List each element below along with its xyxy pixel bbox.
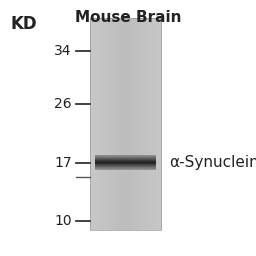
- Text: Mouse Brain: Mouse Brain: [75, 10, 181, 25]
- Bar: [95, 158, 156, 159]
- Bar: [92, 18, 93, 230]
- Bar: [103, 18, 104, 230]
- Bar: [153, 18, 154, 230]
- Bar: [122, 18, 123, 230]
- Bar: [95, 169, 156, 170]
- Bar: [95, 168, 156, 169]
- Bar: [145, 18, 146, 230]
- Bar: [95, 160, 156, 161]
- Bar: [95, 165, 156, 166]
- Bar: [117, 18, 119, 230]
- Bar: [95, 164, 156, 165]
- Bar: [91, 18, 92, 230]
- Bar: [141, 18, 142, 230]
- Bar: [111, 18, 113, 230]
- Bar: [133, 18, 134, 230]
- Bar: [129, 18, 131, 230]
- Bar: [115, 18, 116, 230]
- Bar: [90, 18, 91, 230]
- Bar: [95, 161, 156, 162]
- Bar: [112, 18, 114, 230]
- Bar: [106, 18, 108, 230]
- Bar: [90, 18, 161, 230]
- Bar: [160, 18, 162, 230]
- Bar: [146, 18, 147, 230]
- Bar: [95, 155, 156, 156]
- Bar: [143, 18, 145, 230]
- Bar: [105, 18, 106, 230]
- Text: 26: 26: [54, 97, 72, 111]
- Bar: [95, 163, 156, 164]
- Bar: [130, 18, 132, 230]
- Bar: [147, 18, 148, 230]
- Bar: [95, 164, 156, 165]
- Bar: [95, 157, 156, 158]
- Bar: [109, 18, 110, 230]
- Bar: [134, 18, 135, 230]
- Bar: [127, 18, 128, 230]
- Bar: [95, 158, 156, 159]
- Bar: [155, 18, 157, 230]
- Text: 34: 34: [54, 44, 72, 58]
- Bar: [113, 18, 115, 230]
- Bar: [140, 18, 141, 230]
- Bar: [104, 18, 105, 230]
- Bar: [93, 18, 95, 230]
- Bar: [95, 156, 156, 157]
- Bar: [95, 159, 156, 160]
- Bar: [123, 18, 124, 230]
- Bar: [110, 18, 111, 230]
- Bar: [95, 18, 97, 230]
- Bar: [158, 18, 159, 230]
- Bar: [136, 18, 138, 230]
- Bar: [125, 18, 127, 230]
- Bar: [95, 167, 156, 168]
- Bar: [137, 18, 139, 230]
- Bar: [156, 18, 158, 230]
- Text: 10: 10: [54, 215, 72, 228]
- Bar: [95, 160, 156, 161]
- Bar: [121, 18, 122, 230]
- Bar: [95, 162, 156, 163]
- Bar: [108, 18, 109, 230]
- Bar: [142, 18, 144, 230]
- Bar: [95, 159, 156, 160]
- Bar: [95, 161, 156, 162]
- Bar: [152, 18, 153, 230]
- Bar: [116, 18, 117, 230]
- Bar: [95, 165, 156, 166]
- Bar: [94, 18, 96, 230]
- Bar: [118, 18, 120, 230]
- Bar: [99, 18, 101, 230]
- Bar: [135, 18, 136, 230]
- Bar: [128, 18, 129, 230]
- Text: 17: 17: [54, 156, 72, 169]
- Text: α-Synuclein: α-Synuclein: [169, 155, 256, 170]
- Bar: [95, 156, 156, 157]
- Bar: [100, 18, 102, 230]
- Bar: [98, 18, 99, 230]
- Bar: [95, 162, 156, 163]
- Bar: [131, 18, 133, 230]
- Bar: [95, 163, 156, 164]
- Bar: [97, 18, 98, 230]
- Bar: [138, 18, 140, 230]
- Bar: [159, 18, 160, 230]
- Bar: [124, 18, 126, 230]
- Bar: [102, 18, 103, 230]
- Bar: [154, 18, 156, 230]
- Bar: [149, 18, 151, 230]
- Text: KD: KD: [10, 15, 37, 33]
- Bar: [95, 166, 156, 167]
- Bar: [151, 18, 152, 230]
- Bar: [95, 157, 156, 158]
- Bar: [148, 18, 150, 230]
- Bar: [120, 18, 121, 230]
